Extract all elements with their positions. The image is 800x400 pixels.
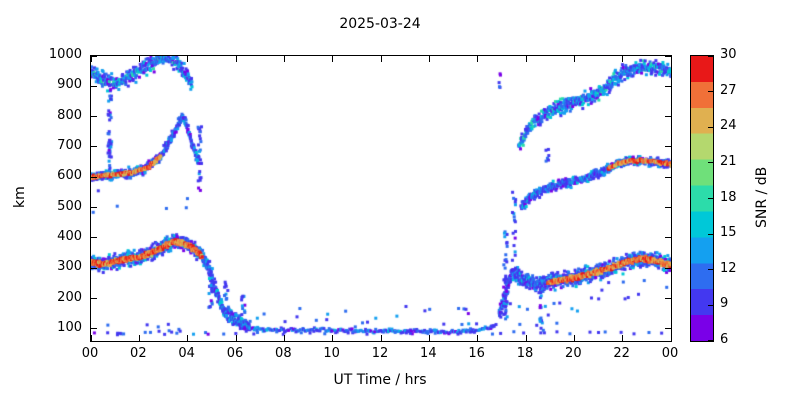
x-tick-mark	[90, 335, 92, 341]
y-tick-mark	[665, 116, 671, 118]
x-tick-mark	[573, 56, 575, 62]
y-tick-mark	[665, 146, 671, 148]
colorbar-tick-label: 24	[720, 118, 737, 134]
y-tick-mark	[91, 237, 97, 239]
y-tick-label: 500	[57, 198, 82, 214]
y-axis-label: km	[12, 186, 28, 209]
x-tick-label: 20	[565, 346, 582, 361]
y-tick-mark	[665, 328, 671, 330]
colorbar-tick-label: 18	[720, 189, 737, 205]
x-tick-label: 06	[226, 346, 244, 361]
colorbar-tick-mark	[708, 162, 713, 164]
y-tick-label: 100	[57, 319, 82, 335]
x-tick-label: 08	[275, 346, 292, 361]
colorbar-tick-mark	[708, 304, 713, 306]
colorbar-tick-mark	[708, 91, 713, 93]
x-tick-mark	[573, 335, 575, 341]
x-tick-mark	[670, 56, 672, 62]
y-tick-mark	[91, 116, 97, 118]
y-tick-mark	[91, 207, 97, 209]
y-tick-label: 300	[57, 259, 82, 275]
x-tick-mark	[138, 56, 140, 62]
colorbar-label: SNR / dB	[754, 166, 770, 229]
colorbar-tick-mark	[708, 233, 713, 235]
y-tick-mark	[91, 55, 97, 57]
y-tick-mark	[665, 267, 671, 269]
x-tick-mark	[283, 56, 285, 62]
y-tick-label: 800	[57, 107, 82, 123]
x-tick-mark	[332, 335, 334, 341]
x-tick-label: 14	[420, 346, 437, 361]
x-tick-label: 04	[178, 346, 195, 361]
colorbar-tick-label: 30	[720, 47, 737, 62]
x-tick-label: 12	[371, 346, 389, 361]
x-tick-label: 10	[323, 346, 340, 361]
scatter-canvas	[91, 56, 671, 341]
colorbar-tick-label: 9	[720, 296, 729, 312]
x-tick-mark	[187, 56, 189, 62]
y-tick-label: 600	[57, 168, 82, 184]
x-tick-label: 02	[130, 346, 147, 361]
colorbar-tick-mark	[708, 126, 713, 128]
x-tick-mark	[477, 56, 479, 62]
colorbar-tick-label: 12	[720, 260, 737, 276]
y-tick-mark	[91, 328, 97, 330]
colorbar-tick-mark	[708, 56, 713, 57]
x-tick-mark	[283, 335, 285, 341]
colorbar-tick-mark	[708, 340, 713, 341]
x-tick-mark	[670, 335, 672, 341]
x-tick-mark	[428, 56, 430, 62]
colorbar	[690, 55, 714, 342]
x-axis-label: UT Time / hrs	[333, 372, 427, 388]
colorbar-tick-mark	[708, 198, 713, 199]
x-tick-mark	[477, 335, 479, 341]
y-tick-label: 900	[57, 77, 82, 93]
x-tick-mark	[138, 335, 140, 341]
y-tick-mark	[91, 298, 97, 300]
colorbar-tick-label: 15	[720, 225, 737, 241]
y-tick-mark	[91, 85, 97, 87]
x-tick-mark	[525, 56, 527, 62]
y-tick-label: 700	[57, 137, 82, 153]
x-tick-mark	[187, 335, 189, 341]
y-tick-mark	[665, 55, 671, 57]
y-tick-mark	[91, 267, 97, 269]
y-tick-mark	[665, 85, 671, 87]
x-tick-label: 18	[516, 346, 534, 361]
x-tick-label: 22	[613, 346, 630, 361]
colorbar-tick-label: 21	[720, 153, 737, 169]
x-tick-mark	[235, 56, 237, 62]
x-tick-mark	[622, 335, 624, 341]
x-tick-mark	[235, 335, 237, 341]
colorbar-tick-label: 6	[720, 332, 729, 347]
x-tick-mark	[525, 335, 527, 341]
x-tick-label: 00	[81, 346, 99, 361]
plot-area	[90, 55, 672, 342]
x-tick-label: 16	[468, 346, 485, 361]
x-tick-mark	[622, 56, 624, 62]
y-tick-label: 400	[57, 228, 82, 244]
y-tick-mark	[665, 207, 671, 209]
x-tick-mark	[428, 335, 430, 341]
y-tick-mark	[665, 176, 671, 178]
chart-title: 2025-03-24	[339, 16, 421, 32]
x-tick-mark	[332, 56, 334, 62]
y-tick-mark	[91, 146, 97, 148]
x-tick-mark	[380, 335, 382, 341]
y-tick-label: 1000	[48, 47, 82, 62]
colorbar-tick-label: 27	[720, 82, 737, 98]
y-tick-mark	[665, 237, 671, 239]
y-tick-mark	[665, 298, 671, 300]
y-tick-label: 200	[57, 289, 82, 305]
colorbar-tick-mark	[708, 269, 713, 271]
x-tick-label: 00	[661, 346, 679, 361]
x-tick-mark	[380, 56, 382, 62]
y-tick-mark	[91, 176, 97, 178]
x-tick-mark	[90, 56, 92, 62]
